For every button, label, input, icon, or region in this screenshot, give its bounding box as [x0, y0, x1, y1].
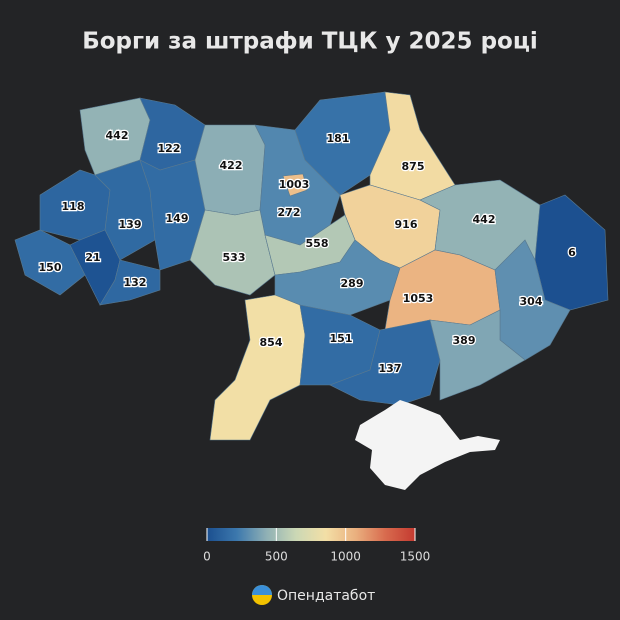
- region-value-label: 854: [260, 336, 283, 349]
- region-value-label: 149: [166, 212, 189, 225]
- region-value-label: 289: [341, 277, 364, 290]
- region-value-label: 533: [223, 251, 246, 264]
- region-value-label: 137: [379, 362, 402, 375]
- region-value-label: 304: [520, 295, 543, 308]
- region-value-label: 442: [106, 129, 129, 142]
- region-value-label: 122: [158, 142, 181, 155]
- map: 442 122 118 139 149 150 21 132 422 272 1003 181 875 9…: [14, 91, 609, 441]
- region-value-label: 1053: [403, 292, 434, 305]
- colorbar-tick-label: 500: [265, 550, 288, 564]
- region: [99, 259, 161, 306]
- region-value-label: 442: [473, 213, 496, 226]
- region-value-label: 558: [306, 237, 329, 250]
- source: Опендатабот: [277, 588, 375, 604]
- region: [209, 294, 306, 441]
- region-value-label: 1003: [279, 178, 310, 191]
- region-value-label: 181: [327, 132, 350, 145]
- region-value-label: 132: [124, 276, 147, 289]
- region-value-label: 272: [278, 206, 301, 219]
- region-value-label: 21: [85, 251, 100, 264]
- title: Борги за штрафи ТЦК у 2025 році: [82, 29, 538, 55]
- region-value-label: 389: [453, 334, 476, 347]
- crimea: [355, 400, 500, 490]
- region-value-label: 916: [395, 218, 418, 231]
- colorbar-tick-label: 1000: [330, 550, 361, 564]
- region: [429, 309, 526, 401]
- region-value-label: 6: [568, 246, 576, 259]
- region: [329, 319, 441, 406]
- region-value-label: 875: [402, 160, 425, 173]
- logo-icon-top: [252, 585, 272, 595]
- colorbar-ticks: 0 500 1000 1500: [203, 528, 430, 564]
- region: [282, 173, 308, 197]
- colorbar-tick-label: 1500: [400, 550, 431, 564]
- region-value-label: 118: [62, 200, 85, 213]
- region-value-label: 150: [39, 261, 62, 274]
- colorbar: [207, 528, 415, 541]
- region-value-label: 422: [220, 159, 243, 172]
- region-value-label: 151: [330, 332, 353, 345]
- region-value-label: 139: [119, 218, 142, 231]
- colorbar-tick-label: 0: [203, 550, 211, 564]
